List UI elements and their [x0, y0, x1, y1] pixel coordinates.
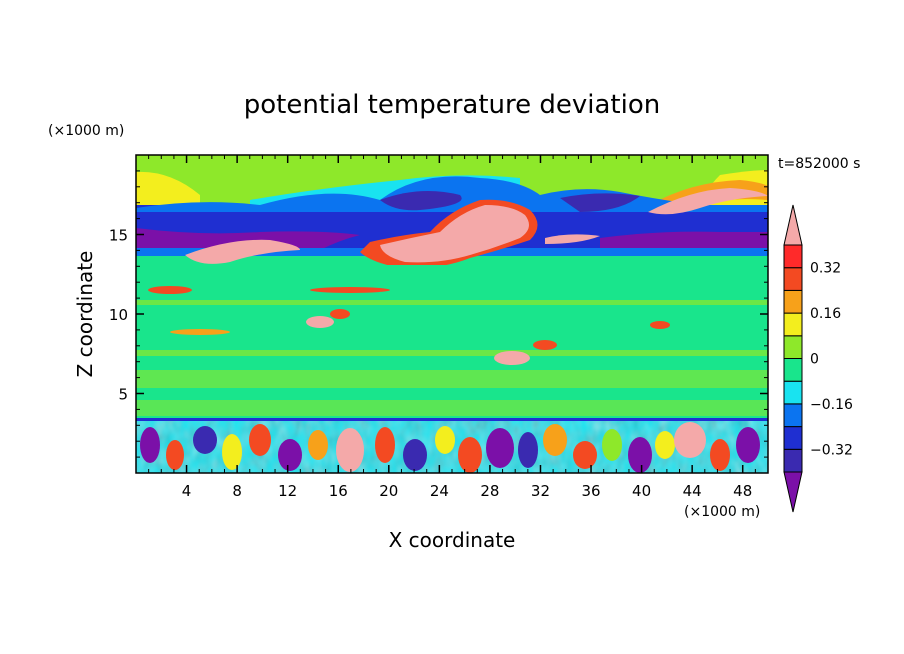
colorbar: 0.32 0.16 0 −0.16 −0.32	[783, 204, 853, 513]
chart-title: potential temperature deviation	[244, 90, 660, 120]
boundary-edge	[136, 418, 768, 421]
blob-6	[148, 286, 192, 294]
blob-8	[170, 329, 230, 335]
x-tick-label: 48	[733, 482, 752, 500]
colorbar-swatch	[783, 335, 803, 359]
x-tick-label: 44	[683, 482, 702, 500]
upper-navy-2	[560, 193, 640, 212]
x-tick-label: 12	[278, 482, 297, 500]
pink-far-right	[648, 188, 768, 215]
x-tick-label: 36	[581, 482, 600, 500]
pink-left	[185, 239, 300, 264]
x-tick-label: 20	[379, 482, 398, 500]
colorbar-label: 0.32	[810, 261, 841, 277]
colorbar-label: 0.16	[810, 306, 841, 322]
top-yellow-left	[136, 171, 200, 205]
upper-purple	[136, 228, 360, 250]
x-axis-label: X coordinate	[389, 528, 516, 552]
blob-2	[330, 309, 350, 319]
mid-streak-3	[136, 370, 768, 388]
colorbar-swatch	[783, 289, 803, 314]
colorbar-label: 0	[810, 352, 819, 368]
y-axis-label: Z coordinate	[73, 251, 97, 378]
colorbar-extend-min	[783, 471, 803, 513]
x-tick-label: 4	[182, 482, 192, 500]
colorbar-extend-max	[783, 204, 803, 246]
colorbar-swatch	[783, 267, 803, 291]
x-axis-ticks: 4 8 12 16 20 24 28 32 36 40 44 48	[148, 155, 756, 500]
x-tick-label: 40	[632, 482, 651, 500]
mid-streak-2	[136, 350, 768, 356]
blob-4	[533, 340, 557, 350]
pink-plume-core	[380, 205, 529, 263]
colorbar-swatch	[783, 312, 803, 337]
colorbar-swatch	[783, 244, 803, 269]
x-tick-label: 32	[531, 482, 550, 500]
y-tick-label: 15	[109, 227, 128, 245]
time-label: t=852000 s	[778, 156, 860, 172]
colorbar-label: −0.16	[810, 397, 853, 413]
colorbar-swatch	[783, 358, 803, 382]
colorbar-label: −0.32	[810, 442, 853, 458]
y-tick-label: 10	[109, 306, 128, 324]
colorbar-swatch	[783, 426, 803, 450]
pink-right	[545, 234, 600, 244]
upper-navy	[380, 191, 462, 211]
mid-streak-1	[136, 300, 768, 305]
colorbar-swatch	[783, 448, 803, 473]
plot-area	[136, 155, 768, 473]
boundary-blobs	[140, 422, 760, 473]
x-tick-label: 8	[232, 482, 242, 500]
colorbar-swatch	[783, 403, 803, 428]
x-tick-label: 16	[329, 482, 348, 500]
blob-7	[310, 287, 390, 293]
blob-1	[306, 316, 334, 328]
blob-3	[494, 351, 530, 365]
x-unit-label: (×1000 m)	[684, 504, 760, 520]
y-axis-ticks: 5 10 15	[109, 170, 768, 458]
x-tick-label: 28	[480, 482, 499, 500]
x-tick-label: 24	[430, 482, 449, 500]
mid-streak-4	[136, 400, 768, 416]
mid-band	[136, 265, 768, 420]
y-unit-label: (×1000 m)	[48, 123, 124, 139]
colorbar-swatch	[783, 380, 803, 405]
y-tick-label: 5	[118, 386, 128, 404]
blob-5	[650, 321, 670, 329]
